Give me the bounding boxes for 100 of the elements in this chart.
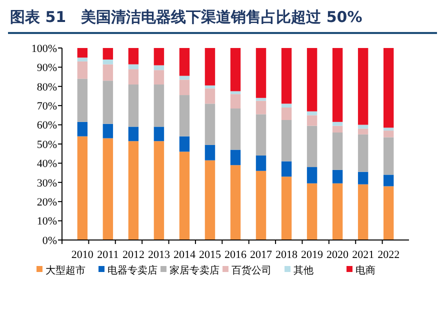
bar: [154, 65, 164, 70]
y-tick-label: 50%: [36, 138, 57, 151]
bar: [256, 98, 266, 101]
x-tick-label: 2013: [148, 249, 170, 261]
bar: [256, 156, 266, 171]
bar: [383, 186, 394, 240]
bar: [383, 137, 394, 175]
bar: [306, 167, 318, 184]
bar: [306, 183, 318, 240]
bar: [128, 64, 139, 70]
legend-label: 其他: [294, 264, 314, 276]
bar: [256, 114, 266, 156]
bar: [383, 48, 394, 128]
y-tick-label: 20%: [36, 196, 57, 208]
bar: [383, 174, 394, 186]
x-tick-label: 2014: [173, 249, 196, 261]
bar: [230, 108, 241, 150]
bar: [77, 78, 88, 122]
y-tick-label: 30%: [36, 177, 57, 190]
bar: [77, 122, 88, 136]
bar: [204, 160, 216, 240]
y-tick-label: 40%: [36, 158, 57, 170]
x-tick-label: 2010: [71, 249, 94, 261]
bar: [358, 184, 368, 240]
y-tick-label: 90%: [36, 62, 57, 74]
bar: [358, 172, 368, 184]
bar: [230, 94, 241, 108]
bar: [281, 120, 292, 162]
bar: [281, 161, 292, 177]
bar: [102, 138, 114, 240]
bar: [128, 141, 139, 240]
bar: [102, 64, 114, 81]
y-tick-label: 0%: [42, 234, 57, 247]
bar: [281, 48, 292, 104]
bar: [77, 48, 88, 58]
bar: [256, 170, 266, 240]
bar: [102, 80, 114, 124]
y-tick-label: 70%: [36, 100, 57, 112]
bar: [230, 150, 241, 166]
bar: [281, 176, 292, 240]
bar: [77, 136, 88, 240]
bar: [230, 165, 241, 240]
bar: [256, 100, 266, 114]
bar: [128, 48, 139, 64]
bar: [128, 69, 139, 84]
y-tick-label: 60%: [36, 120, 57, 132]
bar: [204, 88, 216, 104]
legend-label: 电商: [356, 264, 376, 276]
bar: [306, 48, 318, 112]
y-tick-label: 10%: [36, 216, 57, 228]
bar: [230, 91, 241, 94]
bar: [281, 108, 292, 120]
bar: [179, 95, 190, 136]
bar: [154, 70, 164, 84]
bar: [154, 48, 164, 66]
bar: [204, 48, 216, 86]
y-tick-label: 80%: [36, 81, 57, 94]
bar: [77, 61, 88, 79]
bar: [256, 48, 266, 98]
x-tick-label: 2021: [352, 249, 374, 261]
bar: [358, 48, 368, 125]
bar: [230, 48, 241, 92]
bar: [179, 136, 190, 152]
bar: [383, 130, 394, 138]
bar: [154, 84, 164, 127]
bar: [102, 60, 114, 64]
bar: [204, 104, 216, 145]
bar: [332, 126, 343, 132]
bar: [306, 115, 318, 126]
bar: [332, 48, 343, 122]
y-tick-label: 100%: [31, 42, 57, 55]
bar: [332, 122, 343, 126]
legend-label: 大型超市: [46, 264, 86, 276]
x-tick-label: 2011: [97, 249, 119, 261]
bar: [179, 48, 190, 76]
bar: [332, 183, 343, 240]
x-tick-label: 2022: [378, 249, 400, 261]
x-tick-label: 2019: [301, 249, 324, 261]
legend-label: 家居专卖店: [170, 264, 220, 276]
bar: [179, 80, 190, 96]
x-tick-label: 2020: [326, 249, 350, 261]
bar: [332, 132, 343, 170]
legend-label: 百货公司: [232, 264, 272, 276]
x-tick-label: 2012: [122, 249, 144, 261]
bar: [358, 128, 368, 134]
x-tick-label: 2015: [198, 249, 222, 261]
bar: [332, 170, 343, 184]
bar: [128, 84, 139, 127]
bar: [128, 126, 139, 142]
x-tick-label: 2018: [276, 249, 298, 261]
bar: [306, 126, 318, 168]
bar: [383, 128, 394, 131]
bar: [204, 144, 216, 160]
bar: [281, 104, 292, 108]
x-tick-label: 2017: [250, 249, 273, 261]
bar: [154, 141, 164, 240]
bar: [204, 85, 216, 88]
bar: [154, 126, 164, 142]
legend-label: 电器专卖店: [108, 264, 158, 276]
bar: [102, 124, 114, 138]
